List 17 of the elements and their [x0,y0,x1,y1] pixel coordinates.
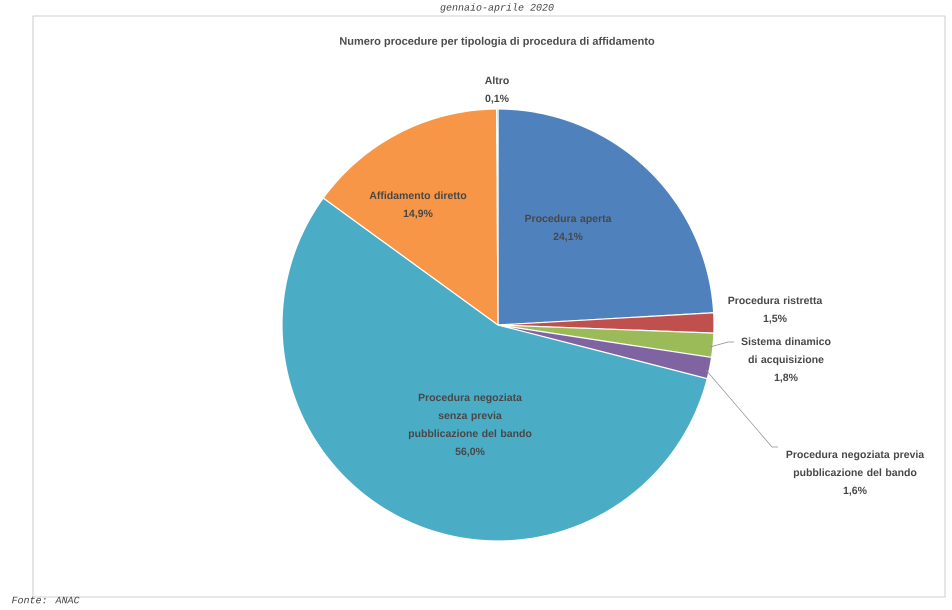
data-label: 24,1% [553,232,583,242]
slice-label: Altro [485,76,509,84]
slice-label: Procedura aperta [525,214,612,224]
data-label: 56,0% [455,448,485,457]
data-label: 1,6% [844,486,867,496]
data-label: 14,9% [404,210,433,219]
data-label: 1,8% [774,374,798,383]
slice-label: Procedura negoziata senza previa pubblicazione del bando [408,393,532,440]
chart-title: Numero procedure per tipologia di procedura di affidamento [340,36,654,48]
chart-subtitle: gennaio-aprile 2020 [440,3,554,13]
slice-label: Sistema dinamico di acquisizione [741,337,831,366]
data-label: 1,5% [764,314,787,324]
slice-label: Procedura negoziata previa pubblicazione del bando [786,450,924,478]
data-label: 0,1% [485,94,509,104]
source-note: Fonte: ANAC [12,596,80,604]
slice-label: Affidamento diretto [370,191,466,200]
slice-label: Procedura ristretta [728,296,822,304]
